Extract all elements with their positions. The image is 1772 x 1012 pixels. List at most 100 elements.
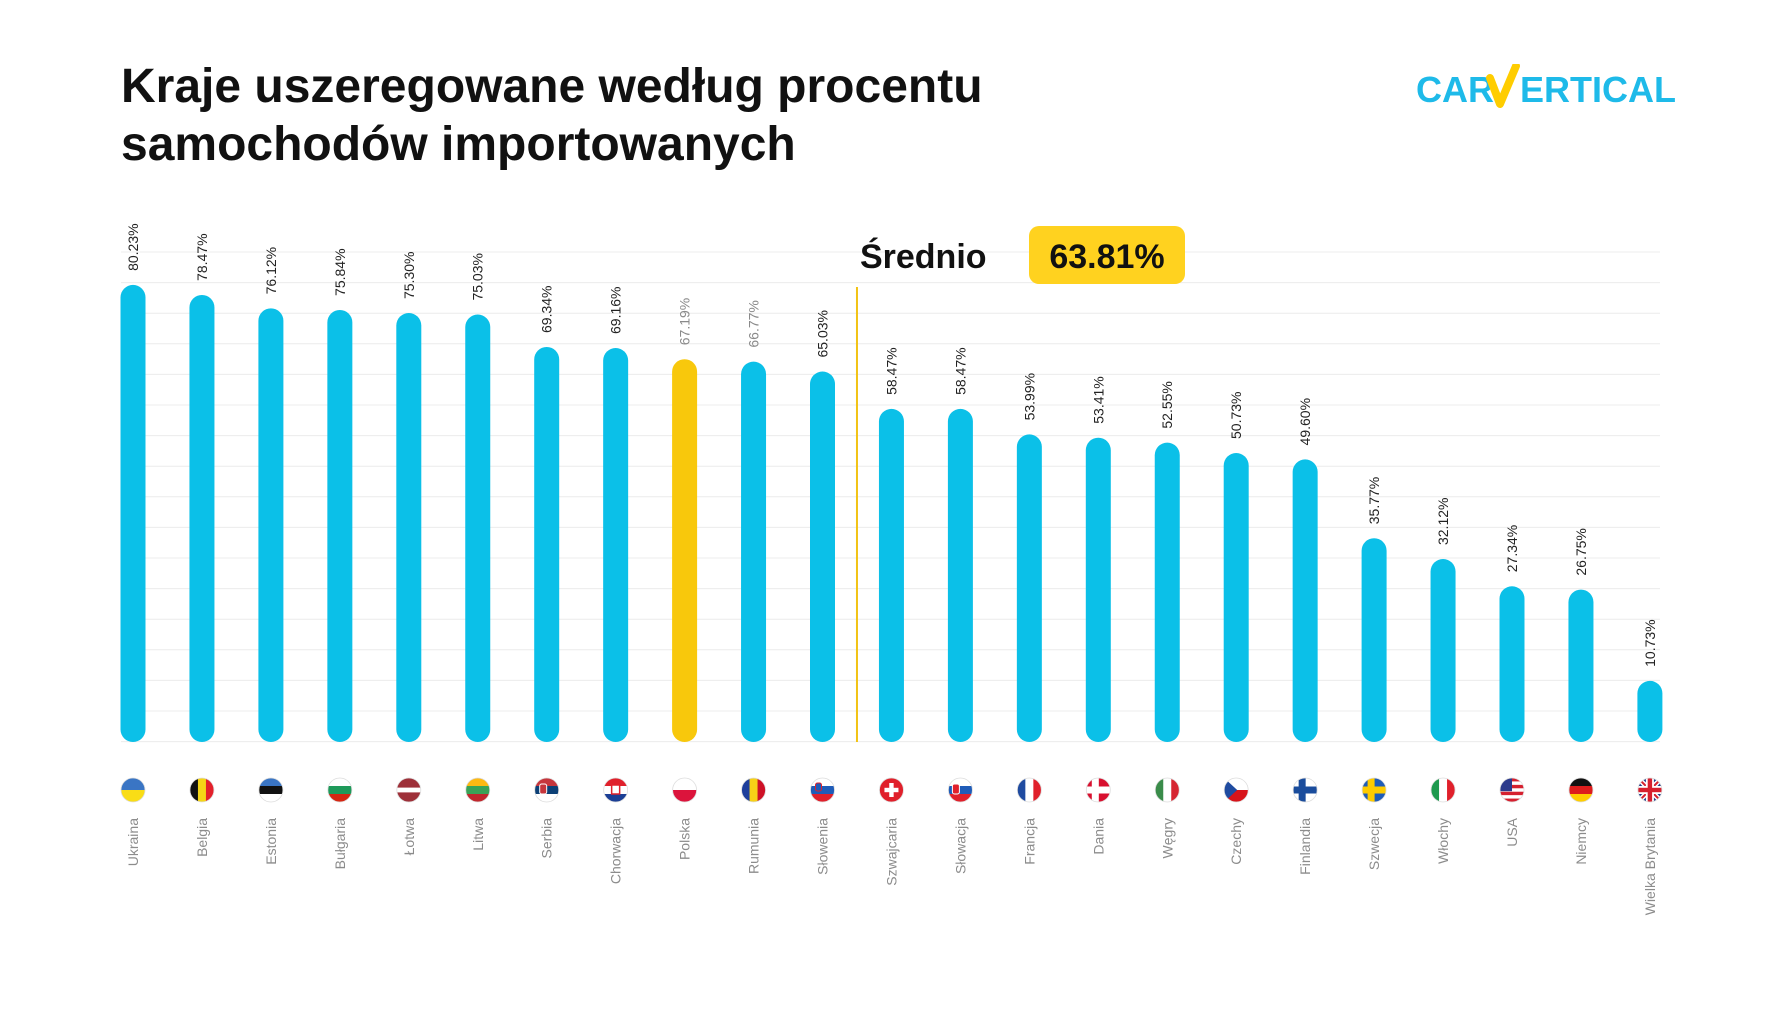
bar-2 (258, 308, 284, 742)
category-label-12: Słowacja (952, 818, 968, 874)
lithuania-flag (465, 777, 491, 803)
croatia-flag (603, 777, 629, 803)
value-label-15: 52.55% (1159, 381, 1175, 428)
latvia-flag (396, 777, 422, 803)
value-label-17: 49.60% (1297, 398, 1313, 445)
value-labels: 80.23% 78.47% 76.12% 75.84% 75.30% 75.03% 69.3… (125, 223, 1658, 666)
value-label-19: 32.12% (1435, 498, 1451, 545)
estonia-flag (258, 777, 284, 803)
category-label-9: Rumunia (746, 818, 762, 874)
denmark-flag (1085, 777, 1111, 803)
bar-20 (1499, 586, 1525, 742)
category-label-7: Chorwacja (608, 818, 624, 884)
bars (120, 284, 1663, 742)
flags (120, 777, 1663, 803)
category-label-14: Dania (1090, 818, 1106, 855)
czechia-flag (1223, 777, 1249, 803)
category-label-19: Włochy (1435, 818, 1451, 864)
bar-11 (878, 408, 904, 742)
romania-flag (741, 777, 766, 803)
value-label-7: 69.16% (608, 287, 624, 334)
category-label-1: Belgia (194, 818, 210, 857)
bar-0 (120, 284, 146, 742)
average-value: 63.81% (1049, 238, 1164, 276)
value-label-8: 67.19% (677, 298, 693, 345)
bar-9 (741, 361, 767, 742)
chart-title-line-1: Kraje uszeregowane według procentu (121, 60, 983, 113)
category-label-0: Ukraina (125, 818, 141, 866)
category-label-11: Szwajcaria (883, 818, 899, 886)
france-flag (1016, 777, 1042, 803)
bar-5 (465, 314, 491, 742)
value-label-1: 78.47% (194, 233, 210, 280)
bar-1 (189, 294, 215, 742)
category-label-2: Estonia (263, 818, 279, 865)
bar-14 (1085, 437, 1111, 742)
category-label-22: Wielka Brytania (1642, 818, 1658, 915)
value-label-18: 35.77% (1366, 477, 1382, 524)
italy-flag (1430, 777, 1456, 803)
bar-22 (1637, 680, 1663, 742)
bar-3 (327, 309, 353, 742)
bar-16 (1223, 452, 1249, 742)
category-label-13: Francja (1021, 818, 1037, 865)
bar-21 (1568, 589, 1594, 742)
carvertical-logo: CAR ERTICAL (1416, 64, 1676, 110)
chart-title-line-2: samochodów importowanych (121, 118, 796, 171)
value-label-13: 53.99% (1021, 373, 1037, 420)
slovenia-flag (810, 777, 835, 803)
bar-12 (947, 408, 973, 742)
germany-flag (1568, 777, 1594, 803)
chart-title: Kraje uszeregowane według procentu samoc… (121, 58, 1121, 174)
slovakia-flag (948, 777, 973, 803)
usa-flag (1499, 777, 1525, 803)
value-label-11: 58.47% (883, 347, 899, 394)
bar-18 (1361, 538, 1387, 742)
bulgaria-flag (327, 777, 353, 803)
category-label-16: Czechy (1228, 818, 1244, 865)
category-label-5: Litwa (470, 818, 486, 851)
hungary-flag (1154, 777, 1180, 803)
average-badge (1029, 226, 1185, 284)
bar-17 (1292, 459, 1318, 742)
serbia-flag (534, 777, 560, 803)
value-label-6: 69.34% (539, 285, 555, 332)
bar-15 (1154, 442, 1180, 742)
average-label: Średnio (860, 238, 987, 276)
category-label-4: Łotwa (401, 818, 417, 856)
category-labels: Ukraina Belgia Estonia Bułgaria Łotwa Litwa Se… (125, 817, 1658, 915)
bar-13 (1016, 434, 1042, 742)
category-label-10: Słowenia (815, 818, 831, 875)
value-label-10: 65.03% (815, 310, 831, 357)
category-label-17: Finlandia (1297, 818, 1313, 875)
bar-10 (810, 371, 835, 742)
value-label-0: 80.23% (125, 223, 141, 270)
average-marker: Średnio 63.81% (855, 226, 1185, 742)
category-label-3: Bułgaria (332, 818, 348, 870)
bar-19 (1430, 559, 1456, 742)
category-label-6: Serbia (539, 818, 555, 859)
sweden-flag (1361, 777, 1387, 803)
bar-7 (603, 347, 629, 742)
category-label-20: USA (1504, 817, 1520, 846)
switzerland-flag (879, 777, 904, 803)
category-label-18: Szwecja (1366, 818, 1382, 870)
poland-flag (672, 777, 697, 803)
brand-right: ERTICAL (1520, 69, 1676, 110)
uk-flag (1637, 777, 1663, 803)
value-label-16: 50.73% (1228, 392, 1244, 439)
belgium-flag (189, 777, 215, 803)
category-label-8: Polska (677, 818, 693, 860)
value-label-21: 26.75% (1573, 528, 1589, 575)
brand-check-icon (1486, 64, 1520, 108)
value-label-12: 58.47% (952, 347, 968, 394)
value-label-9: 66.77% (746, 300, 762, 347)
ukraine-flag (120, 777, 146, 803)
value-label-2: 76.12% (263, 247, 279, 294)
bar-6 (534, 346, 560, 742)
brand-left: CAR (1416, 69, 1494, 110)
finland-flag (1292, 777, 1318, 803)
value-label-22: 10.73% (1642, 619, 1658, 666)
bar-4 (396, 313, 422, 742)
